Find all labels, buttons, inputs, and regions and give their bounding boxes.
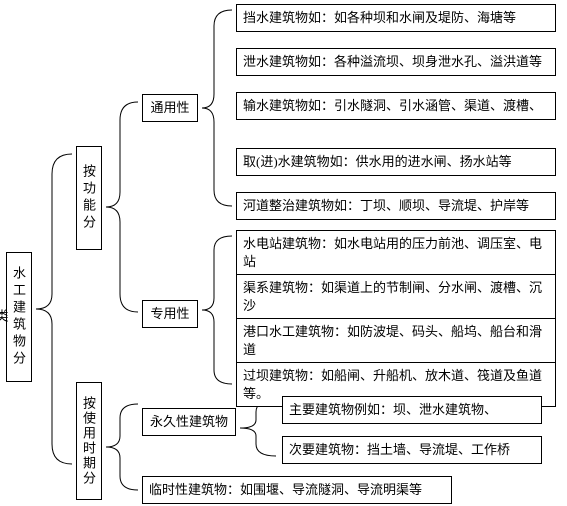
by-function-node: 按功能分 bbox=[76, 146, 102, 250]
leaf-general-1: 泄水建筑物如：各种溢流坝、坝身泄水孔、溢洪道等 bbox=[236, 48, 556, 76]
leaf-permanent-1: 次要建筑物：挡土墙、导流堤、工作桥 bbox=[282, 436, 542, 464]
leaf-general-3: 取(进)水建筑物如：供水用的进水闸、扬水站等 bbox=[236, 148, 556, 176]
special-node: 专用性 bbox=[142, 300, 198, 328]
leaf-general-4: 河道整治建筑物如：丁坝、顺坝、导流堤、护岸等 bbox=[236, 192, 556, 220]
brace-duration bbox=[104, 404, 140, 490]
classification-tree: 水工建筑物分类 按功能分 按使用时期分 通用性 专用性 永久性建筑物 临时性建筑… bbox=[4, 4, 564, 502]
leaf-general-0: 挡水建筑物如：如各种坝和水闸及堤防、海塘等 bbox=[236, 4, 556, 32]
leaf-special-2: 港口水工建筑物：如防波堤、码头、船坞、船台和滑道 bbox=[236, 318, 556, 363]
by-duration-node: 按使用时期分 bbox=[76, 382, 102, 500]
brace-function bbox=[104, 102, 140, 312]
brace-root bbox=[34, 154, 74, 464]
root-node: 水工建筑物分类 bbox=[6, 252, 32, 382]
brace-general bbox=[200, 10, 234, 206]
leaf-special-0: 水电站建筑物：如水电站用的压力前池、调压室、电站 bbox=[236, 230, 556, 275]
brace-special bbox=[200, 236, 234, 384]
general-node: 通用性 bbox=[142, 94, 198, 122]
brace-permanent bbox=[238, 400, 278, 456]
permanent-node: 永久性建筑物 bbox=[142, 408, 236, 436]
leaf-general-2: 输水建筑物如：引水隧洞、引水涵管、渠道、渡槽、 bbox=[236, 92, 556, 120]
leaf-special-1: 渠系建筑物：如渠道上的节制闸、分水闸、渡槽、沉沙 bbox=[236, 274, 556, 319]
leaf-permanent-0: 主要建筑物例如：坝、泄水建筑物、 bbox=[282, 396, 542, 424]
temporary-leaf: 临时性建筑物：如围堰、导流隧洞、导流明渠等 bbox=[142, 476, 452, 504]
